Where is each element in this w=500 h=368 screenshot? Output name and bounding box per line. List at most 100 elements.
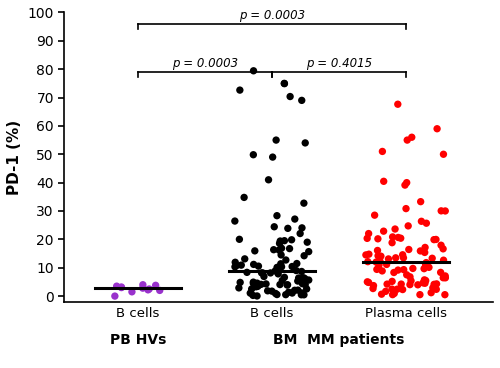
Point (441, 273, 449, 279)
Point (432, 237, 440, 243)
Point (364, 231, 372, 237)
Point (421, 280, 429, 286)
Point (375, 262, 383, 268)
Point (286, 246, 294, 252)
Point (394, 267, 402, 273)
Point (262, 281, 270, 287)
Point (118, 284, 126, 290)
Point (403, 137, 411, 143)
Point (382, 289, 390, 294)
Point (301, 276, 309, 282)
Point (397, 281, 405, 287)
Point (253, 293, 261, 299)
Point (401, 182, 409, 188)
Point (272, 137, 280, 143)
Point (418, 218, 426, 224)
Point (416, 199, 424, 205)
Point (440, 151, 448, 157)
Point (300, 292, 308, 298)
Point (298, 281, 306, 287)
Point (370, 212, 378, 218)
Point (243, 269, 251, 275)
Point (246, 290, 254, 296)
Point (429, 285, 437, 291)
Point (280, 238, 288, 244)
Point (414, 282, 422, 288)
Point (296, 231, 304, 237)
Point (437, 208, 445, 214)
Point (374, 236, 382, 242)
Point (422, 262, 430, 268)
Point (369, 286, 377, 291)
Point (432, 286, 440, 292)
Point (440, 257, 448, 263)
Point (276, 282, 284, 287)
Point (442, 275, 450, 281)
Point (250, 262, 258, 268)
Point (240, 194, 248, 200)
Point (250, 279, 258, 285)
Point (304, 249, 312, 255)
Point (437, 242, 445, 248)
Point (248, 286, 256, 292)
Point (388, 292, 396, 298)
Point (286, 93, 294, 99)
Point (235, 285, 243, 291)
Point (278, 264, 285, 270)
Point (380, 178, 388, 184)
Point (249, 293, 257, 298)
Point (276, 238, 284, 244)
Point (254, 283, 262, 289)
Point (365, 251, 373, 257)
Point (300, 200, 308, 206)
Point (402, 272, 410, 278)
Point (152, 282, 160, 288)
Point (253, 280, 261, 286)
Point (400, 267, 407, 273)
Point (302, 286, 310, 292)
Point (271, 268, 279, 274)
Point (138, 285, 146, 291)
Point (273, 213, 281, 219)
Point (259, 270, 267, 276)
Point (273, 265, 281, 270)
Point (378, 148, 386, 154)
Point (284, 289, 292, 295)
Point (112, 283, 120, 289)
Point (288, 290, 296, 296)
Point (380, 228, 388, 234)
Point (439, 246, 447, 252)
Point (290, 287, 298, 293)
Point (388, 240, 396, 246)
Point (362, 252, 370, 258)
Text: p = 0.0003: p = 0.0003 (239, 8, 305, 21)
Point (407, 278, 415, 284)
Point (432, 281, 440, 287)
Point (299, 279, 307, 285)
Point (276, 241, 283, 247)
Point (236, 236, 244, 242)
Point (398, 287, 406, 293)
Point (430, 282, 438, 287)
Point (277, 261, 285, 267)
Point (442, 208, 450, 214)
Point (272, 290, 280, 296)
Point (304, 277, 312, 283)
Point (250, 152, 258, 158)
Point (409, 265, 417, 271)
Point (388, 234, 396, 240)
Point (416, 292, 424, 298)
Point (301, 140, 309, 146)
Point (441, 292, 449, 298)
Point (284, 282, 292, 288)
Point (298, 225, 306, 231)
Point (396, 235, 404, 241)
Point (388, 279, 396, 284)
Point (231, 264, 239, 270)
Point (376, 258, 384, 264)
Point (373, 266, 381, 272)
Point (377, 253, 385, 259)
Point (364, 280, 372, 286)
Point (278, 277, 286, 283)
Point (128, 289, 136, 295)
